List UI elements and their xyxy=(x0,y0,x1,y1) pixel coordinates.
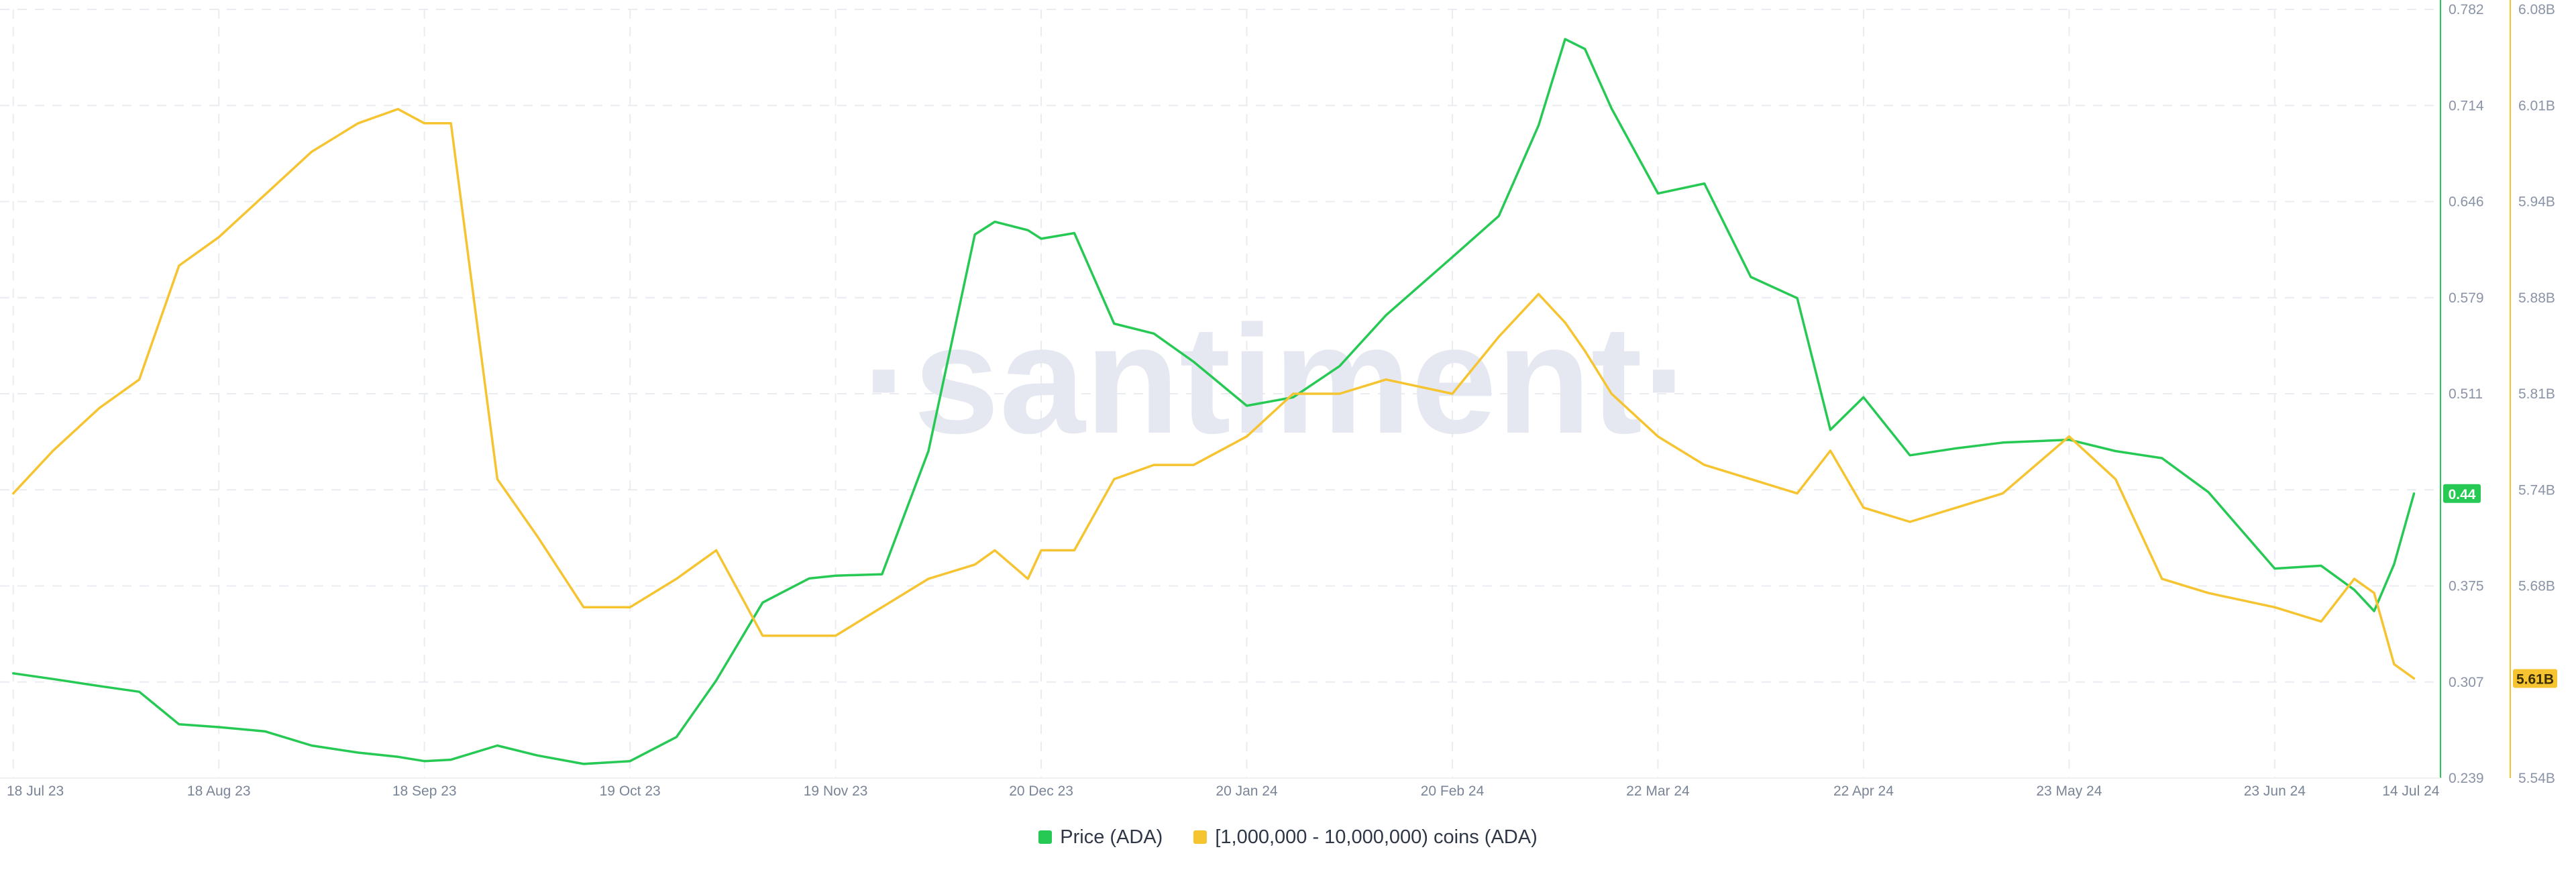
x-tick-label: 18 Sep 23 xyxy=(392,783,457,799)
legend-item-coins[interactable]: [1,000,000 - 10,000,000) coins (ADA) xyxy=(1193,826,1538,849)
price-current-label: 0.44 xyxy=(2449,487,2476,502)
price-axis-tick: 0.511 xyxy=(2449,386,2483,402)
price-axis-tick: 0.307 xyxy=(2449,675,2484,690)
coins-axis-tick: 5.54B xyxy=(2518,771,2555,786)
x-tick-label: 20 Dec 23 xyxy=(1009,783,1073,799)
coins-axis-tick: 5.88B xyxy=(2518,290,2555,306)
x-tick-label: 19 Nov 23 xyxy=(804,783,868,799)
coins-axis-tick: 5.94B xyxy=(2518,195,2555,210)
x-tick-label: 23 May 24 xyxy=(2036,783,2102,799)
price-current-badge xyxy=(2443,484,2481,503)
x-tick-label: 23 Jun 24 xyxy=(2244,783,2306,799)
price-axis-tick: 0.375 xyxy=(2449,579,2484,594)
x-tick-label: 18 Aug 23 xyxy=(187,783,251,799)
price-axis-tick: 0.646 xyxy=(2449,195,2484,210)
coins-axis-tick: 5.81B xyxy=(2518,386,2555,402)
coins-axis-tick: 5.74B xyxy=(2518,482,2555,498)
legend-swatch-price xyxy=(1038,830,1053,844)
x-tick-label: 20 Jan 24 xyxy=(1216,783,1278,799)
price-axis-tick: 0.239 xyxy=(2449,771,2484,786)
coins-axis-tick: 6.01B xyxy=(2518,98,2555,113)
x-tick-label: 19 Oct 23 xyxy=(600,783,661,799)
x-tick-label: 18 Jul 23 xyxy=(7,783,64,799)
watermark: ·santiment· xyxy=(862,293,1694,466)
coins-axis-tick: 5.68B xyxy=(2518,579,2555,594)
price-axis-tick: 0.579 xyxy=(2449,290,2484,306)
legend-swatch-coins xyxy=(1193,830,1208,844)
price-axis-tick: 0.782 xyxy=(2449,2,2484,17)
chart-legend: Price (ADA) [1,000,000 - 10,000,000) coi… xyxy=(0,824,2576,851)
price-axis-tick: 0.714 xyxy=(2449,98,2484,113)
series-line-price xyxy=(12,38,2416,765)
chart-svg: ·santiment· 18 Jul 23 18 Aug 23 18 Sep 23 19… xyxy=(0,0,2557,799)
x-tick-label: 22 Mar 24 xyxy=(1626,783,1690,799)
legend-item-price[interactable]: Price (ADA) xyxy=(1038,826,1163,849)
legend-label-coins: [1,000,000 - 10,000,000) coins (ADA) xyxy=(1215,826,1538,848)
coins-current-label: 5.61B xyxy=(2516,671,2554,687)
x-tick-label: 22 Apr 24 xyxy=(1833,783,1894,799)
x-tick-label: 20 Feb 24 xyxy=(1421,783,1485,799)
coins-axis-tick: 6.08B xyxy=(2518,2,2555,17)
x-tick-label: 14 Jul 24 xyxy=(2382,783,2440,799)
series-line-coins xyxy=(12,107,2416,680)
legend-label-price: Price (ADA) xyxy=(1060,826,1163,848)
coins-current-badge xyxy=(2513,669,2557,688)
